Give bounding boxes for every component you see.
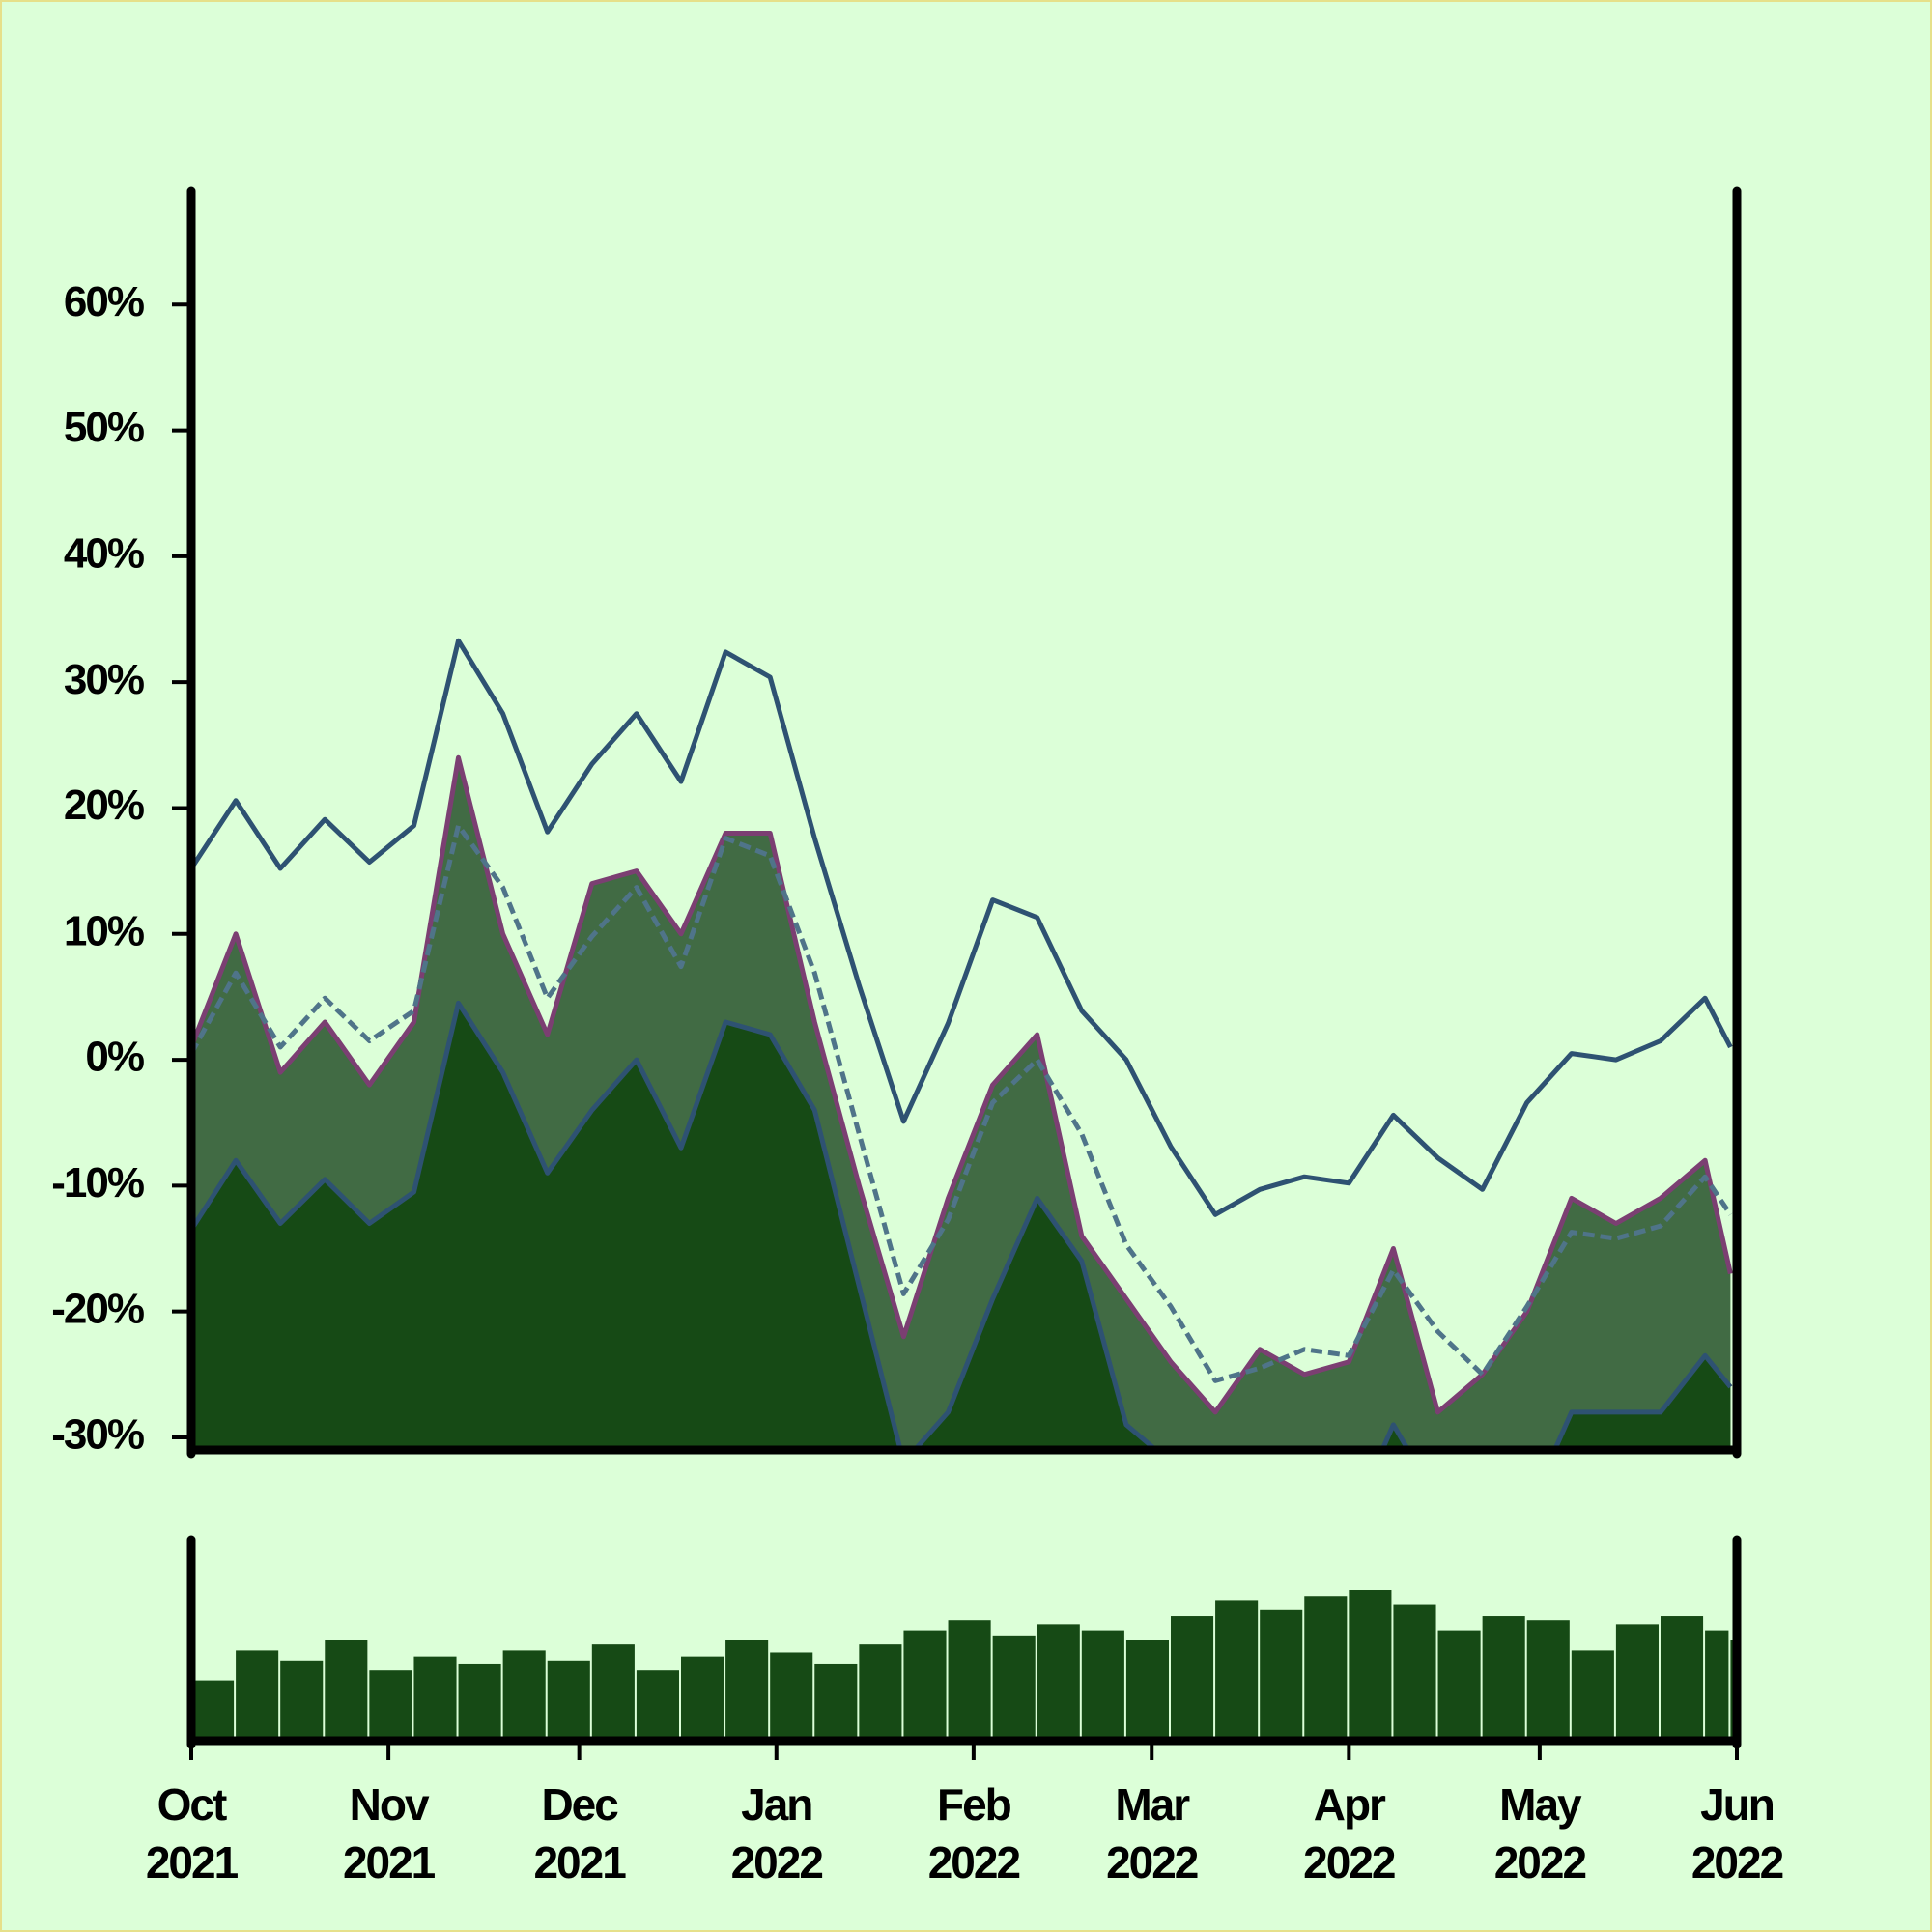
volume-bar <box>1660 1616 1704 1741</box>
volume-bar <box>814 1663 858 1741</box>
x-tick-label: Mar 2022 <box>1106 1779 1199 1888</box>
volume-bar <box>1437 1630 1481 1741</box>
volume-bar <box>1482 1616 1525 1741</box>
volume-bar <box>948 1620 991 1741</box>
x-tick-label: Dec 2021 <box>533 1779 626 1888</box>
x-tick-label: May 2022 <box>1493 1779 1587 1888</box>
volume-bar <box>325 1640 368 1741</box>
y-tick-label: 20% <box>64 781 144 829</box>
y-tick-label: 30% <box>64 656 144 703</box>
y-tick-label: -30% <box>51 1411 144 1459</box>
y-tick-label: 60% <box>64 278 144 326</box>
band-line <box>191 638 1733 1217</box>
plot-area <box>191 638 1733 1450</box>
volume-bar <box>1705 1630 1729 1741</box>
x-tick-label: Jun 2022 <box>1690 1779 1784 1888</box>
volume-bar <box>1037 1624 1080 1741</box>
y-tick-label: -20% <box>51 1285 144 1332</box>
area-line <box>191 1000 1733 1450</box>
volume-bar <box>191 1680 235 1741</box>
volume-bar <box>1170 1616 1214 1741</box>
volume-bar <box>903 1630 947 1741</box>
y-tick-label: 40% <box>64 529 144 577</box>
volume-bar <box>236 1650 279 1741</box>
y-tick-label: -10% <box>51 1159 144 1207</box>
volume-bar <box>1304 1596 1348 1741</box>
x-tick-label: Apr 2022 <box>1303 1779 1396 1888</box>
volume-bar <box>413 1656 457 1741</box>
volume-bar <box>1260 1609 1303 1741</box>
volume-bar <box>1615 1624 1659 1741</box>
volume-bar <box>725 1640 769 1741</box>
y-tick-label: 50% <box>64 404 144 451</box>
x-tick-label: Nov 2021 <box>342 1779 436 1888</box>
volume-bar <box>859 1644 902 1741</box>
volume-bar <box>1393 1604 1436 1741</box>
volume-bar <box>369 1670 412 1741</box>
volume-bar <box>680 1656 724 1741</box>
x-tick-label: Oct 2021 <box>145 1779 239 1888</box>
volume-bar <box>1081 1630 1124 1741</box>
x-tick-label: Feb 2022 <box>927 1779 1021 1888</box>
volume-bar <box>992 1635 1036 1741</box>
volume-bar <box>770 1652 813 1741</box>
y-tick-label: 0% <box>85 1034 143 1081</box>
area <box>191 1003 1731 1450</box>
volume-bar <box>547 1660 590 1741</box>
average-line <box>191 823 1733 1383</box>
volume-bar <box>458 1663 501 1741</box>
x-tick-label: Jan 2022 <box>730 1779 824 1888</box>
y-tick-label: 10% <box>64 907 144 954</box>
volume-bar <box>1526 1620 1570 1741</box>
volume-bar <box>1215 1600 1259 1741</box>
volume-bar <box>591 1644 635 1741</box>
volume-bar <box>1349 1590 1392 1741</box>
volume-bar <box>636 1670 679 1741</box>
volume-bar <box>280 1660 324 1741</box>
volume-bar <box>1125 1640 1169 1741</box>
volume-bar <box>502 1650 546 1741</box>
volume-bar <box>1571 1650 1614 1741</box>
